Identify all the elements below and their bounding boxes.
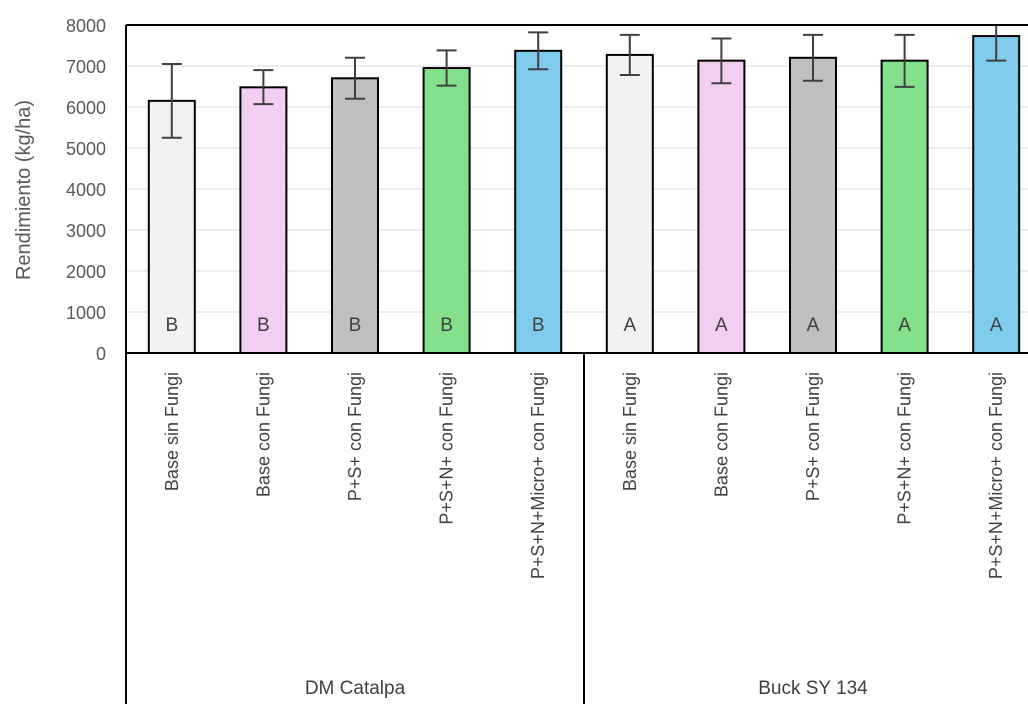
- bar: [605, 53, 654, 355]
- significance-letter: A: [623, 315, 636, 336]
- error-bar: [619, 33, 640, 77]
- significance-letter: A: [898, 315, 911, 336]
- category-label: P+S+ con Fungi: [345, 372, 365, 501]
- error-bar: [161, 62, 182, 139]
- y-tick-label: 7000: [66, 57, 106, 77]
- y-tick-label: 4000: [66, 180, 106, 200]
- bar: [422, 67, 471, 355]
- error-bar: [803, 33, 823, 82]
- bar: [880, 59, 929, 354]
- significance-letter: B: [257, 315, 270, 336]
- error-bar: [711, 37, 732, 85]
- category-label: Base con Fungi: [253, 372, 273, 497]
- error-bar: [253, 69, 274, 106]
- bar: [514, 49, 563, 355]
- bar: [697, 59, 746, 354]
- category-label: P+S+N+Micro+ con Fungi: [986, 372, 1006, 579]
- group-label: DM Catalpa: [305, 678, 406, 699]
- group-label: Buck SY 134: [758, 678, 868, 699]
- y-tick-label: 3000: [66, 221, 106, 241]
- error-bar: [894, 33, 915, 88]
- bars: [147, 35, 1021, 355]
- error-bar: [345, 56, 365, 100]
- significance-letter: A: [990, 315, 1003, 336]
- bar: [972, 35, 1021, 354]
- x-axis: Base sin Fungi Base con Fungi P+S+ con Fun…: [125, 24, 1028, 704]
- category-label: Base con Fungi: [711, 372, 731, 497]
- y-tick-label: 0: [96, 344, 106, 364]
- y-tick-label: 8000: [66, 16, 106, 36]
- bar: [789, 56, 837, 355]
- error-bars: [161, 24, 1007, 139]
- category-label: P+S+ con Fungi: [803, 372, 823, 501]
- y-tick-label: 5000: [66, 139, 106, 159]
- y-tick-label: 2000: [66, 262, 106, 282]
- bar: [147, 99, 196, 354]
- significance-letter: A: [807, 315, 820, 336]
- significance-letter: B: [532, 315, 545, 336]
- error-bar: [436, 49, 457, 87]
- y-axis-title: Rendimiento (kg/ha): [13, 100, 35, 280]
- y-tick-label: 6000: [66, 98, 106, 118]
- category-label: P+S+N+ con Fungi: [895, 372, 915, 525]
- significance-letter: B: [165, 315, 178, 336]
- category-label: P+S+N+Micro+ con Fungi: [528, 372, 548, 579]
- significance-letter: B: [349, 315, 362, 336]
- bar: [239, 86, 288, 354]
- y-tick-label: 1000: [66, 303, 106, 323]
- error-bar: [528, 31, 549, 71]
- bar: [331, 77, 379, 355]
- significance-letter: A: [715, 315, 728, 336]
- y-axis: 0 1000 2000 3000 4000 5000 6000 7000 8000: [66, 16, 106, 364]
- significance-letter: B: [440, 315, 453, 336]
- category-label: Base sin Fungi: [162, 372, 182, 491]
- category-label: Base sin Fungi: [620, 372, 640, 491]
- category-label: P+S+N+ con Fungi: [437, 372, 457, 525]
